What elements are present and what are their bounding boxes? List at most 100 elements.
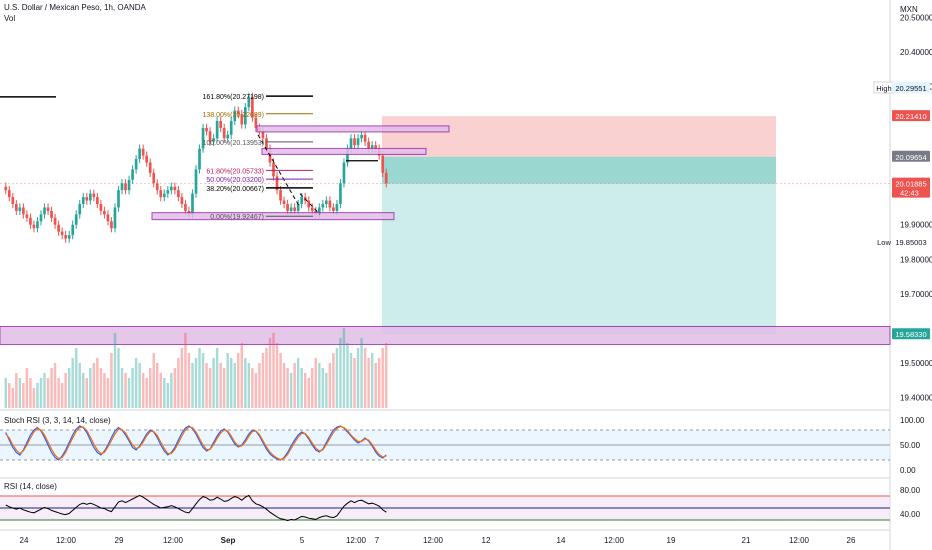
volume-bar (328, 363, 332, 408)
candle-body (166, 190, 170, 194)
candle-body (317, 207, 321, 215)
candle-body (170, 186, 173, 191)
last-price-badge-bg (892, 177, 930, 198)
volume-bar (325, 373, 328, 408)
volume-bar (318, 363, 321, 408)
price-tick: 19.50000 (900, 359, 932, 368)
volume-bar (244, 358, 247, 408)
volume-bar (184, 333, 187, 408)
low-value-badge-bg (892, 236, 930, 248)
target-zone (382, 156, 776, 335)
volume-bar (131, 368, 134, 408)
time-tick: 29 (115, 536, 124, 545)
volume-bar (381, 348, 384, 408)
stop-badge-bg (892, 110, 930, 122)
candle-body (131, 169, 134, 180)
volume-bar (293, 363, 296, 408)
candle-body (243, 107, 247, 125)
last-price-badge: 20.01885 (895, 180, 926, 189)
candle-body (11, 197, 15, 204)
candle-body (99, 204, 103, 211)
candle-body (96, 197, 99, 204)
candle-body (162, 193, 166, 198)
volume-bar (110, 353, 113, 408)
volume-bar (363, 348, 367, 408)
volume-bar (71, 358, 74, 408)
candle-body (356, 138, 360, 146)
volume-bar (103, 373, 106, 408)
candle-body (332, 207, 335, 211)
candle-body (215, 121, 219, 139)
candle-body (155, 183, 159, 191)
time-tick: 24 (20, 536, 29, 545)
time-tick: 14 (557, 536, 566, 545)
candle-body (85, 197, 89, 201)
fib-label: 50.00%(20.03200) (206, 177, 264, 184)
fib-label: 61.80%(20.05733) (206, 168, 264, 175)
volume-bar (85, 378, 89, 408)
candle-body (22, 207, 25, 215)
candle-body (64, 235, 67, 239)
volume-bar (289, 373, 293, 408)
volume-bar (251, 368, 254, 408)
volume-bar (222, 368, 226, 408)
volume-bar (370, 353, 374, 408)
fib-label: 100.00%(20.13953) (203, 140, 265, 147)
volume-bar (237, 353, 240, 408)
volume-bar (194, 358, 198, 408)
last-price-badge-extra: 42:43 (900, 189, 919, 198)
candles (4, 92, 388, 243)
rsi-tick: 40.00 (900, 510, 921, 519)
time-tick: 12:00 (56, 536, 77, 545)
volume-bar (300, 368, 303, 408)
candle-body (81, 197, 85, 204)
volume-bar (92, 363, 96, 408)
price-tick: 20.40000 (900, 48, 932, 57)
candle-body (219, 121, 222, 128)
time-tick: 12:00 (423, 536, 444, 545)
candle-body (53, 217, 57, 225)
volume-bar (60, 383, 64, 408)
high-value-badge-bg (892, 81, 930, 93)
candle-body (127, 179, 131, 191)
volume-bar (177, 358, 180, 408)
volume-bar (152, 353, 155, 408)
time-tick: 7 (375, 536, 380, 545)
fib-label: 0.00%(19.92467) (210, 214, 264, 221)
time-tick: 12:00 (604, 536, 625, 545)
candle-body (251, 96, 254, 118)
volume-bar (163, 378, 166, 408)
candle-body (349, 138, 353, 149)
candle-body (71, 224, 75, 236)
candle-body (208, 131, 212, 142)
low-tag: Low (877, 238, 891, 247)
candle-body (148, 162, 152, 173)
volume-bar (64, 373, 67, 408)
volume-bar (353, 358, 356, 408)
support-band (0, 325, 891, 345)
volume-bar (134, 358, 138, 408)
candle-body (4, 186, 8, 191)
stop-zone (382, 116, 776, 157)
volume-bar (32, 388, 36, 408)
volume-bar (166, 383, 170, 408)
candle-body (254, 117, 258, 128)
candle-body (191, 193, 194, 215)
volume-bar (170, 373, 173, 408)
time-tick: 12:00 (789, 536, 810, 545)
candle-body (346, 148, 349, 163)
time-tick: 21 (742, 536, 751, 545)
volume-bar (272, 333, 275, 408)
volume-bar (159, 373, 163, 408)
candle-body (43, 207, 46, 215)
candle-body (117, 190, 120, 208)
volume-bar (74, 348, 78, 408)
candle-body (272, 162, 275, 177)
candle-body (360, 134, 363, 139)
candle-body (60, 231, 64, 236)
volume-bar (268, 338, 272, 408)
candle-body (265, 138, 268, 149)
candle-body (335, 204, 339, 211)
fib-label: 38.20%(20.00667) (206, 186, 264, 193)
